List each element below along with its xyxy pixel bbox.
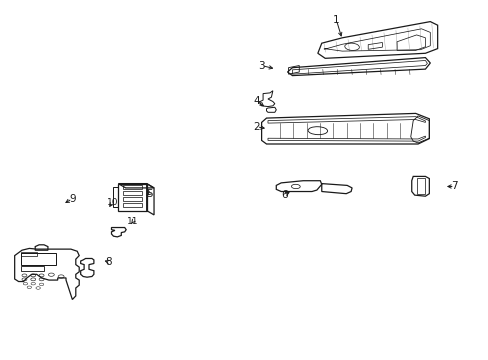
Text: 1: 1 [332, 15, 339, 25]
Text: 8: 8 [105, 257, 112, 267]
Text: 10: 10 [106, 198, 118, 207]
Text: 7: 7 [450, 181, 457, 192]
Text: 6: 6 [281, 190, 287, 200]
Text: 11: 11 [127, 217, 139, 226]
Text: 4: 4 [253, 96, 260, 106]
Text: 5: 5 [145, 189, 152, 199]
Text: 2: 2 [253, 122, 260, 132]
Text: 3: 3 [258, 60, 264, 71]
Text: 9: 9 [69, 194, 76, 204]
